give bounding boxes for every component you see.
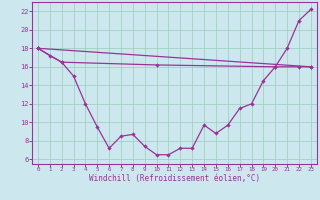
X-axis label: Windchill (Refroidissement éolien,°C): Windchill (Refroidissement éolien,°C) (89, 174, 260, 183)
